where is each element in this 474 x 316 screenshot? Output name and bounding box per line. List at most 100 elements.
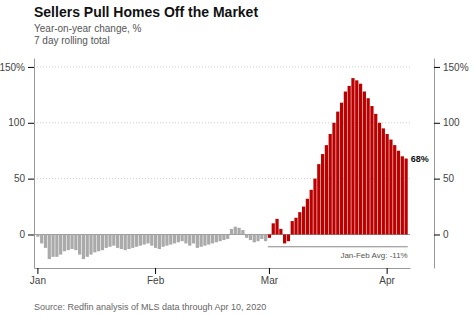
bar [294, 218, 297, 235]
bar [230, 229, 233, 235]
bar [329, 134, 332, 235]
bar [336, 112, 339, 235]
tick: 0 [434, 229, 449, 240]
bar [169, 234, 172, 244]
tick-mark [434, 67, 440, 68]
annotation: 68% [411, 154, 429, 164]
bar [218, 234, 221, 241]
tick-mark [434, 234, 440, 235]
bar [268, 234, 271, 237]
tick-label: Jan [30, 275, 46, 286]
bar [70, 234, 73, 249]
bar [359, 84, 362, 235]
bar [382, 128, 385, 234]
tick-label: 50 [14, 173, 26, 184]
bar [135, 234, 138, 246]
bar [93, 234, 96, 252]
bar [378, 123, 381, 235]
bar [397, 151, 400, 235]
y-axis: 050100150% [434, 59, 469, 269]
bar [234, 227, 237, 235]
y-axis: 050100150% [0, 59, 35, 269]
bar [188, 234, 191, 245]
bar [245, 234, 248, 237]
bar [97, 234, 100, 251]
bar [260, 234, 263, 238]
tick: Jan [30, 268, 46, 286]
tick-label: 50 [443, 173, 455, 184]
bar [59, 234, 62, 254]
bar [363, 92, 366, 235]
bar [344, 92, 347, 235]
tick-mark [28, 234, 34, 235]
bar [162, 234, 165, 246]
bar [146, 234, 149, 243]
tick: 50 [434, 173, 455, 184]
bar [86, 234, 89, 256]
bar [89, 234, 92, 254]
bar [393, 145, 396, 234]
tick-mark [37, 268, 38, 274]
tick-label: Mar [261, 275, 279, 286]
bar [241, 230, 244, 234]
tick-label: 0 [443, 229, 449, 240]
bar [272, 223, 275, 234]
bar [283, 234, 286, 243]
bar [291, 221, 294, 234]
chart: Sellers Pull Homes Off the MarketYear-on… [0, 0, 474, 316]
bar [317, 164, 320, 234]
bar [401, 156, 404, 234]
bar [374, 114, 377, 235]
bar [302, 207, 305, 235]
tick-mark [269, 268, 270, 274]
bar [203, 234, 206, 245]
bar [51, 234, 54, 256]
bar [116, 234, 119, 247]
tick: Mar [261, 268, 279, 286]
bar [177, 234, 180, 242]
bar [139, 234, 142, 245]
source: Source: Redfin analysis of MLS data thro… [34, 302, 266, 312]
bar [192, 234, 195, 243]
bar [55, 234, 58, 256]
bar [44, 234, 47, 247]
tick-label: Feb [147, 275, 165, 286]
tick-label: Apr [379, 275, 395, 286]
axis-line [434, 59, 435, 269]
bar [249, 234, 252, 240]
bar [325, 145, 328, 234]
axis-line [35, 268, 411, 269]
grid [34, 67, 410, 235]
tick: 100 [8, 117, 34, 128]
bar [158, 234, 161, 249]
bar [131, 234, 134, 247]
bar [386, 134, 389, 235]
bar [154, 234, 157, 247]
bar [101, 234, 104, 250]
bar [63, 234, 66, 251]
reference-line [268, 246, 408, 247]
bar [313, 179, 316, 235]
bar [184, 234, 187, 243]
bar [78, 234, 81, 254]
bar [200, 234, 203, 246]
tick-mark [434, 123, 440, 124]
bar [226, 234, 229, 238]
bar [211, 234, 214, 243]
bar [279, 229, 282, 235]
tick-mark [28, 179, 34, 180]
bar [237, 228, 240, 235]
bar [67, 234, 70, 250]
bar [351, 78, 354, 234]
bar [150, 234, 153, 245]
bar [332, 123, 335, 235]
tick: 150% [0, 62, 34, 73]
tick: 100 [434, 117, 460, 128]
tick-mark [434, 179, 440, 180]
bar [74, 234, 77, 250]
tick-mark [155, 268, 156, 274]
bar [256, 234, 259, 241]
bar [367, 98, 370, 234]
bar [264, 234, 267, 241]
bar [143, 234, 146, 244]
